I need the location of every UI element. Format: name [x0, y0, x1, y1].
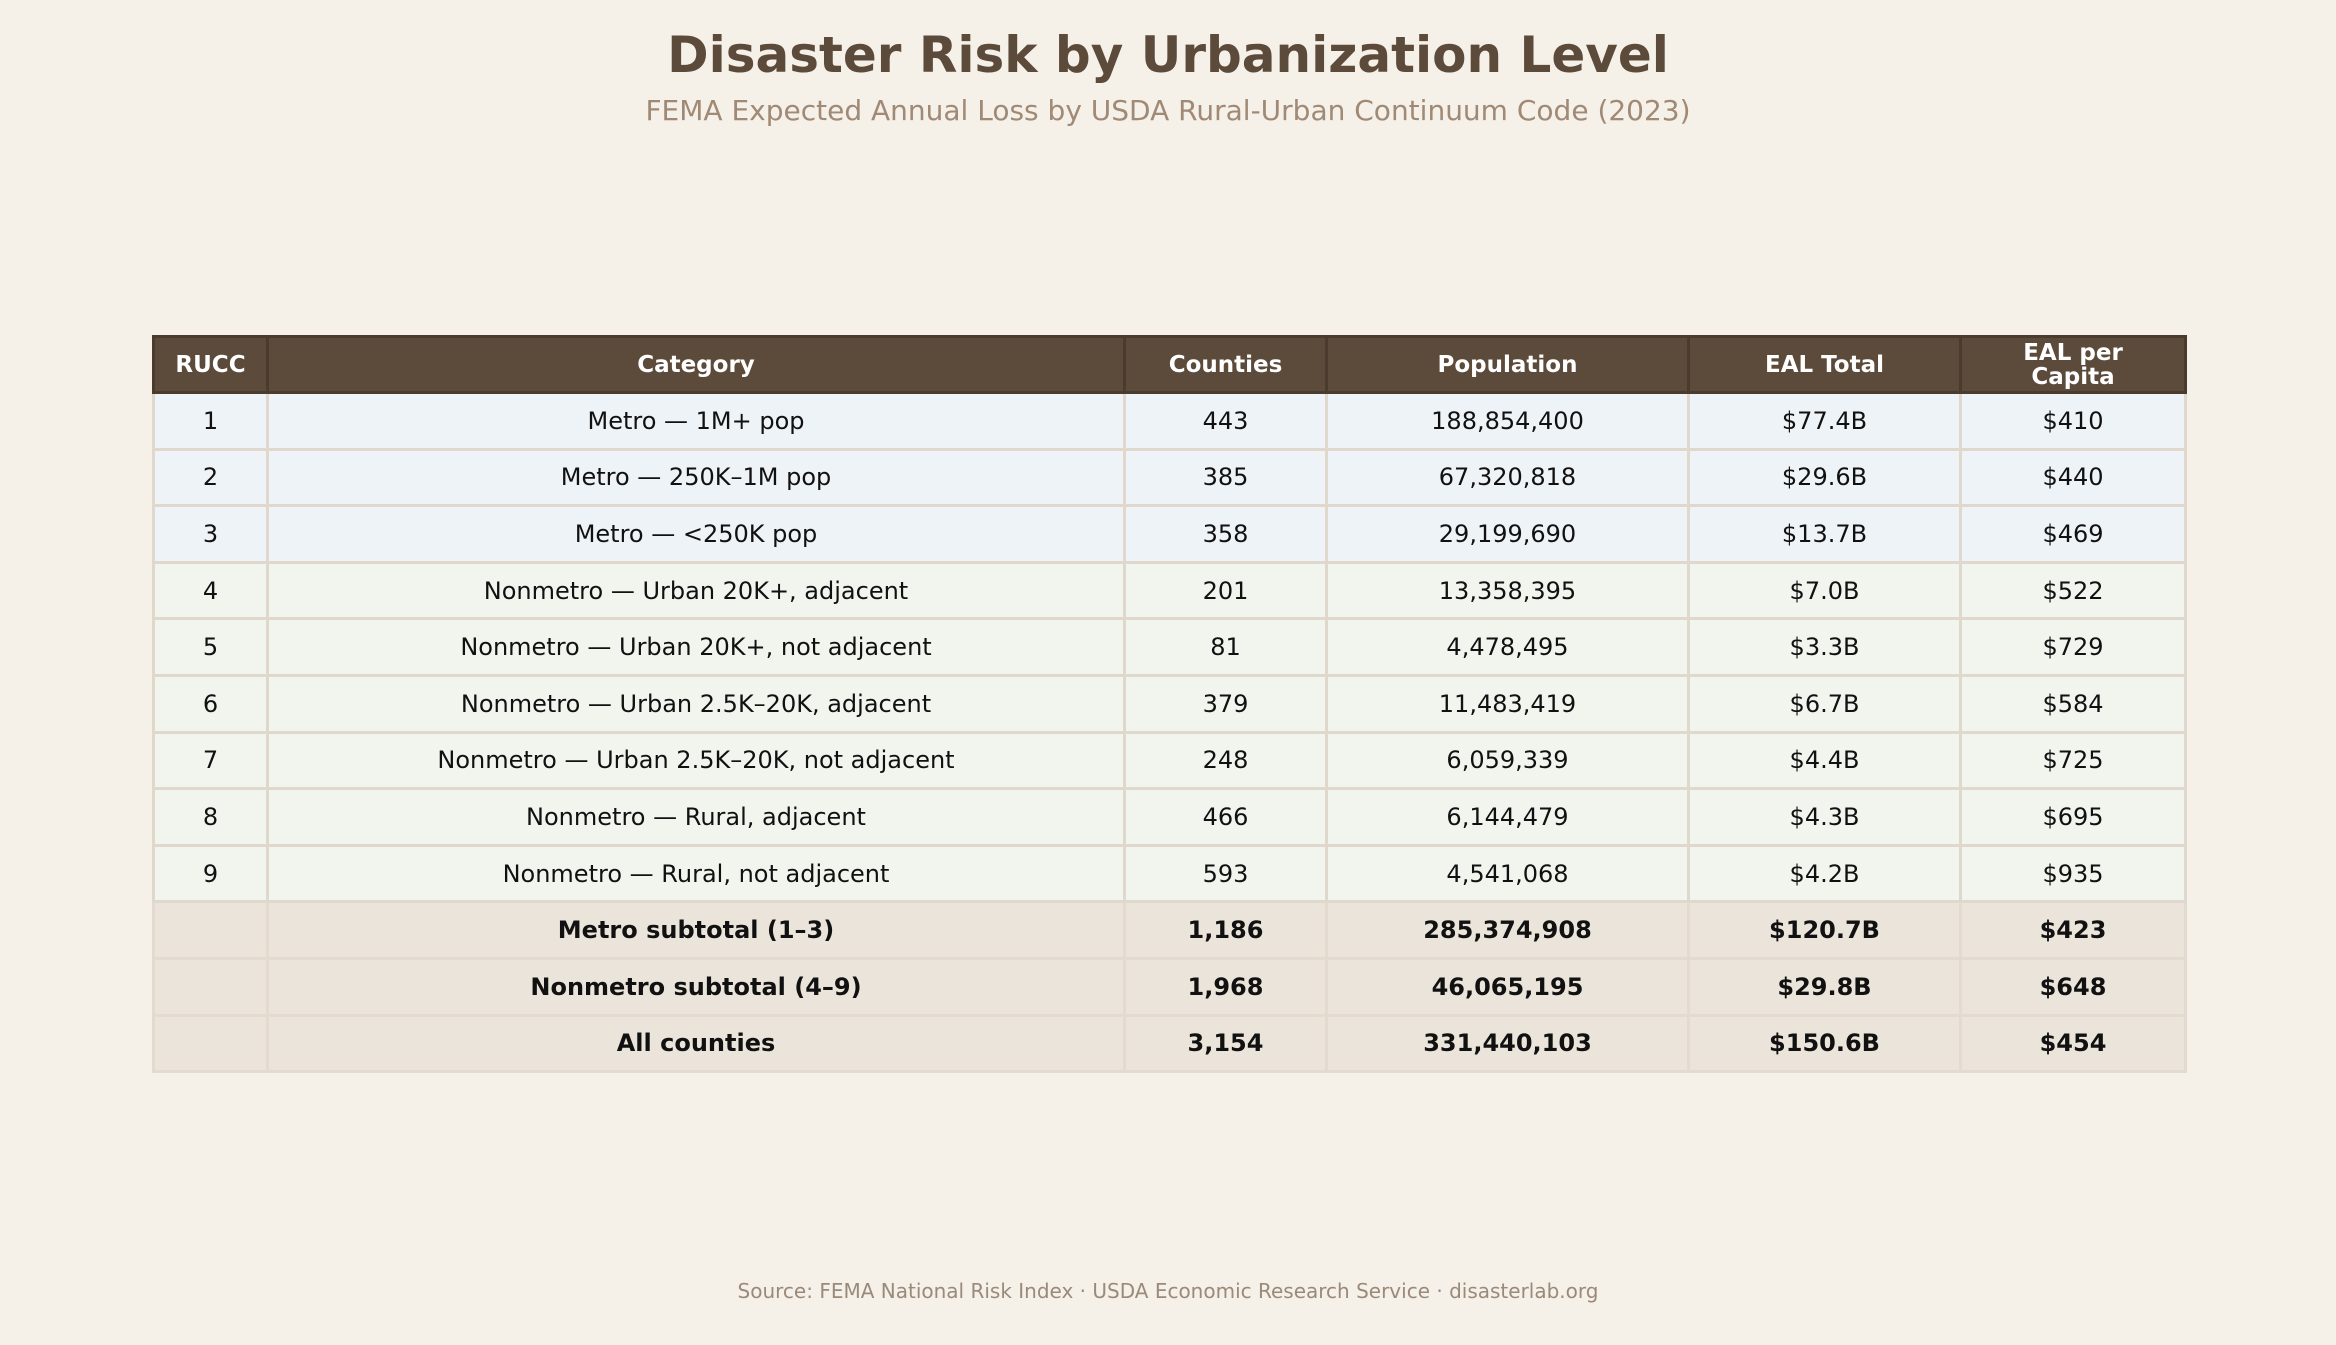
rucc-cell [152, 900, 269, 960]
data-table-container: RUCC Category Counties Population EAL To… [152, 335, 2187, 1074]
category-cell: All counties [266, 1013, 1126, 1074]
eal-per-capita-cell: $584 [1959, 673, 2187, 734]
population-cell: 6,059,339 [1325, 730, 1690, 791]
eal-total-cell: $4.2B [1687, 843, 1962, 904]
rucc-cell: 9 [152, 843, 269, 904]
table-row: 8 Nonmetro — Rural, adjacent 466 6,144,479 $… [152, 787, 2187, 847]
column-header-population[interactable]: Population [1325, 335, 1690, 394]
eal-total-cell: $13.7B [1687, 504, 1962, 564]
eal-total-cell: $6.7B [1687, 673, 1962, 734]
category-cell: Nonmetro — Urban 20K+, not adjacent [266, 617, 1126, 677]
eal-total-cell: $3.3B [1687, 617, 1962, 677]
category-cell: Metro — 250K–1M pop [266, 447, 1126, 508]
population-cell: 13,358,395 [1325, 560, 1690, 621]
population-cell: 188,854,400 [1325, 391, 1690, 451]
rucc-cell: 7 [152, 730, 269, 791]
subtotal-row: Nonmetro subtotal (4–9) 1,968 46,065,195 $2… [152, 956, 2187, 1017]
eal-per-capita-cell: $454 [1959, 1013, 2187, 1074]
eal-total-cell: $150.6B [1687, 1013, 1962, 1074]
rucc-cell: 2 [152, 447, 269, 508]
table-row: 5 Nonmetro — Urban 20K+, not adjacent 81 4,… [152, 617, 2187, 677]
population-cell: 6,144,479 [1325, 787, 1690, 847]
eal-per-capita-cell: $423 [1959, 900, 2187, 960]
eal-per-capita-cell: $725 [1959, 730, 2187, 791]
source-note: Source: FEMA National Risk Index · USDA … [737, 1279, 1599, 1303]
counties-cell: 248 [1123, 730, 1328, 791]
population-cell: 4,478,495 [1325, 617, 1690, 677]
eal-total-cell: $29.8B [1687, 956, 1962, 1017]
counties-cell: 466 [1123, 787, 1328, 847]
rucc-cell: 8 [152, 787, 269, 847]
column-header-category[interactable]: Category [266, 335, 1126, 394]
eal-total-cell: $4.3B [1687, 787, 1962, 847]
table-row: 4 Nonmetro — Urban 20K+, adjacent 201 13,35… [152, 560, 2187, 621]
counties-cell: 443 [1123, 391, 1328, 451]
table-row: 3 Metro — <250K pop 358 29,199,690 $13.7B $46… [152, 504, 2187, 564]
population-cell: 11,483,419 [1325, 673, 1690, 734]
category-cell: Metro — <250K pop [266, 504, 1126, 564]
eal-per-capita-cell: $729 [1959, 617, 2187, 677]
chart-subtitle: FEMA Expected Annual Loss by USDA Rural-… [645, 94, 1691, 127]
eal-per-capita-cell: $648 [1959, 956, 2187, 1017]
subtotal-row: All counties 3,154 331,440,103 $150.6B $454 [152, 1013, 2187, 1074]
category-cell: Metro — 1M+ pop [266, 391, 1126, 451]
data-table: RUCC Category Counties Population EAL To… [152, 335, 2187, 1074]
table-row: 7 Nonmetro — Urban 2.5K–20K, not adjacent… [152, 730, 2187, 791]
table-header-row: RUCC Category Counties Population EAL To… [152, 335, 2187, 394]
counties-cell: 358 [1123, 504, 1328, 564]
rucc-cell [152, 956, 269, 1017]
counties-cell: 3,154 [1123, 1013, 1328, 1074]
counties-cell: 1,968 [1123, 956, 1328, 1017]
table-row: 9 Nonmetro — Rural, not adjacent 593 4,541,… [152, 843, 2187, 904]
population-cell: 67,320,818 [1325, 447, 1690, 508]
rucc-cell: 6 [152, 673, 269, 734]
eal-total-cell: $4.4B [1687, 730, 1962, 791]
column-header-eal-total[interactable]: EAL Total [1687, 335, 1962, 394]
category-cell: Nonmetro — Rural, adjacent [266, 787, 1126, 847]
category-cell: Nonmetro — Urban 2.5K–20K, not adjacent [266, 730, 1126, 791]
table-row: 1 Metro — 1M+ pop 443 188,854,400 $77.4B $410 [152, 391, 2187, 451]
counties-cell: 593 [1123, 843, 1328, 904]
table-body: 1 Metro — 1M+ pop 443 188,854,400 $77.4B $410… [152, 391, 2187, 1074]
eal-total-cell: $7.0B [1687, 560, 1962, 621]
eal-per-capita-cell: $522 [1959, 560, 2187, 621]
table-row: 6 Nonmetro — Urban 2.5K–20K, adjacent 379 1… [152, 673, 2187, 734]
chart-title: Disaster Risk by Urbanization Level [667, 26, 1669, 84]
eal-per-capita-cell: $935 [1959, 843, 2187, 904]
rucc-cell [152, 1013, 269, 1074]
population-cell: 29,199,690 [1325, 504, 1690, 564]
population-cell: 331,440,103 [1325, 1013, 1690, 1074]
counties-cell: 1,186 [1123, 900, 1328, 960]
eal-per-capita-cell: $410 [1959, 391, 2187, 451]
category-cell: Nonmetro subtotal (4–9) [266, 956, 1126, 1017]
counties-cell: 81 [1123, 617, 1328, 677]
category-cell: Nonmetro — Urban 2.5K–20K, adjacent [266, 673, 1126, 734]
eal-total-cell: $29.6B [1687, 447, 1962, 508]
population-cell: 4,541,068 [1325, 843, 1690, 904]
eal-per-capita-cell: $695 [1959, 787, 2187, 847]
eal-per-capita-cell: $440 [1959, 447, 2187, 508]
population-cell: 46,065,195 [1325, 956, 1690, 1017]
eal-total-cell: $120.7B [1687, 900, 1962, 960]
rucc-cell: 5 [152, 617, 269, 677]
column-header-counties[interactable]: Counties [1123, 335, 1328, 394]
eal-total-cell: $77.4B [1687, 391, 1962, 451]
category-cell: Nonmetro — Rural, not adjacent [266, 843, 1126, 904]
subtotal-row: Metro subtotal (1–3) 1,186 285,374,908 $120… [152, 900, 2187, 960]
counties-cell: 385 [1123, 447, 1328, 508]
column-header-rucc[interactable]: RUCC [152, 335, 269, 394]
category-cell: Nonmetro — Urban 20K+, adjacent [266, 560, 1126, 621]
rucc-cell: 1 [152, 391, 269, 451]
counties-cell: 379 [1123, 673, 1328, 734]
counties-cell: 201 [1123, 560, 1328, 621]
category-cell: Metro subtotal (1–3) [266, 900, 1126, 960]
rucc-cell: 3 [152, 504, 269, 564]
eal-per-capita-cell: $469 [1959, 504, 2187, 564]
table-row: 2 Metro — 250K–1M pop 385 67,320,818 $29.6B $… [152, 447, 2187, 508]
rucc-cell: 4 [152, 560, 269, 621]
population-cell: 285,374,908 [1325, 900, 1690, 960]
column-header-eal-per-capita[interactable]: EAL per Capita [1959, 335, 2187, 394]
